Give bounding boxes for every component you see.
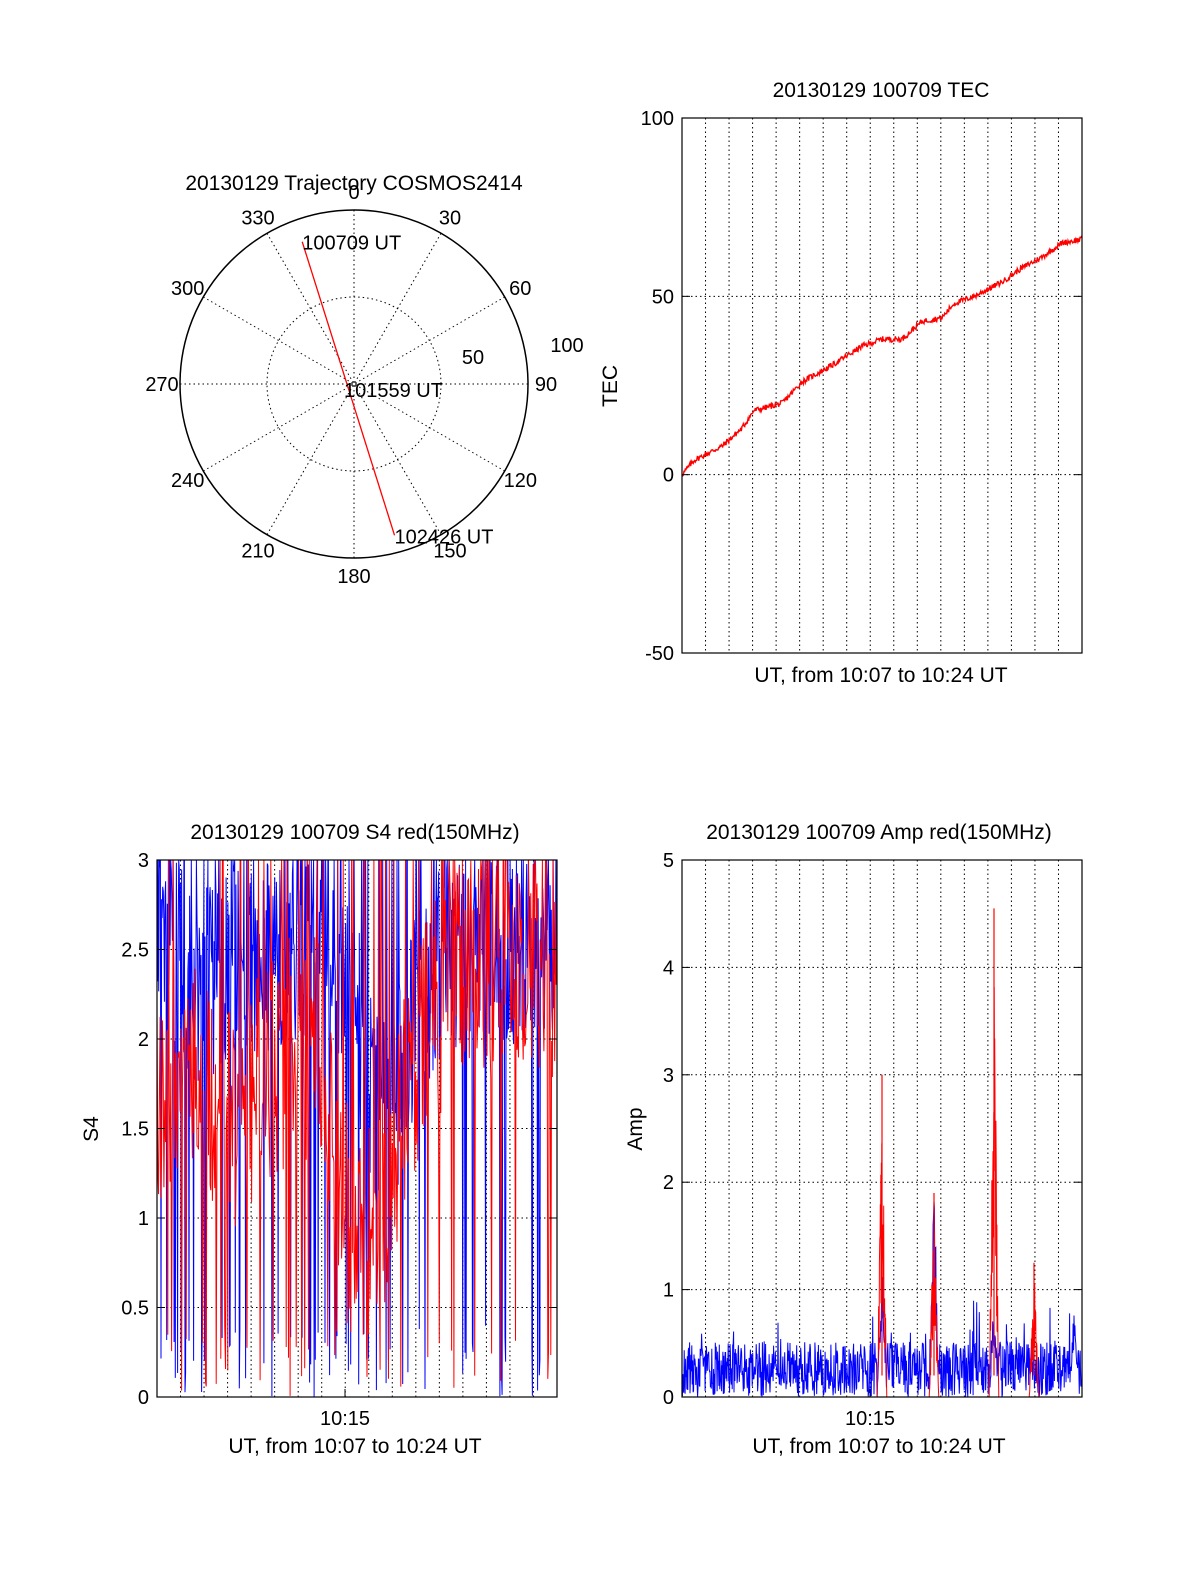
polar-angle-label: 90	[535, 374, 557, 396]
trajectory-time-label: 102426 UT	[395, 526, 494, 548]
tec-series	[681, 235, 1083, 477]
polar-angle-label: 210	[241, 540, 274, 562]
tec-ytick-label: 0	[663, 465, 674, 487]
s4-series	[156, 859, 558, 1397]
tec-xlabel: UT, from 10:07 to 10:24 UT	[754, 664, 1007, 687]
amp-ytick-label: 4	[663, 957, 674, 979]
tec-ylabel: TEC	[599, 365, 622, 407]
tec-ytick-label: -50	[645, 643, 674, 665]
s4-red-series	[156, 859, 558, 1396]
s4-xtick-label: 10:15	[320, 1408, 370, 1430]
amp-ytick-label: 3	[663, 1065, 674, 1087]
s4-y-ticks: 3 2.5 2 1.5 1 0.5 0	[121, 850, 557, 1409]
polar-angle-label: 0	[348, 182, 359, 204]
polar-trajectory-panel: 20130129 Trajectory COSMOS2414 0 30 60 90 12…	[145, 172, 583, 588]
polar-angle-label: 270	[145, 374, 178, 396]
polar-angle-label: 330	[241, 208, 274, 230]
trajectory-time-label: 100709 UT	[302, 233, 401, 255]
polar-radial-label: 50	[462, 347, 484, 369]
amp-ytick-label: 2	[663, 1172, 674, 1194]
polar-angle-label: 150	[433, 540, 466, 562]
s4-panel: 20130129 100709 S4 red(150MHz) 3 2.5 2 1.5 1…	[80, 821, 558, 1458]
polar-trajectory: 100709 UT 101559 UT 102426 UT	[301, 233, 494, 548]
polar-angle-label: 30	[439, 208, 461, 230]
tec-plot-frame	[681, 117, 1083, 654]
trajectory-line	[301, 241, 396, 536]
trajectory-time-label: 101559 UT	[344, 380, 443, 402]
s4-ytick-label: 2.5	[121, 940, 149, 962]
s4-ylabel: S4	[80, 1116, 103, 1142]
s4-ytick-label: 0.5	[121, 1298, 149, 1320]
amp-ylabel: Amp	[624, 1107, 647, 1150]
polar-grid	[179, 209, 529, 559]
s4-ytick-label: 2	[138, 1029, 149, 1051]
polar-angle-labels: 0 30 60 90 120 150 180 210 240 270 300 330	[145, 182, 557, 588]
amp-ytick-label: 0	[663, 1387, 674, 1409]
amp-title: 20130129 100709 Amp red(150MHz)	[706, 821, 1052, 844]
polar-radial-label: 100	[550, 335, 583, 357]
s4-title: 20130129 100709 S4 red(150MHz)	[190, 821, 519, 844]
polar-radial-labels: 50 100	[462, 335, 584, 369]
tec-title: 20130129 100709 TEC	[773, 79, 990, 102]
s4-ytick-label: 0	[138, 1387, 149, 1409]
tec-series-line	[681, 235, 1083, 477]
polar-angle-label: 300	[171, 278, 204, 300]
polar-angle-label: 60	[509, 278, 531, 300]
amp-ytick-label: 5	[663, 850, 674, 872]
tec-panel: 20130129 100709 TEC 100 50 0 -50 UT, from 1…	[599, 79, 1083, 687]
polar-title: 20130129 Trajectory COSMOS2414	[185, 172, 523, 195]
amp-series	[681, 908, 1083, 1398]
polar-angle-label: 120	[504, 470, 537, 492]
amp-plot-frame	[681, 859, 1083, 1398]
amp-y-ticks: 5 4 3 2 1 0	[663, 850, 1082, 1409]
s4-ytick-label: 1	[138, 1208, 149, 1230]
s4-xlabel: UT, from 10:07 to 10:24 UT	[228, 1435, 481, 1458]
s4-ytick-label: 3	[138, 850, 149, 872]
amp-xtick-label: 10:15	[845, 1408, 895, 1430]
tec-ytick-label: 100	[641, 108, 674, 130]
polar-angle-label: 180	[337, 566, 370, 588]
amp-grid	[682, 860, 1082, 1397]
amp-panel: 20130129 100709 Amp red(150MHz) 5 4 3 2 1 0 1…	[624, 821, 1083, 1458]
amp-xlabel: UT, from 10:07 to 10:24 UT	[752, 1435, 1005, 1458]
polar-angle-label: 240	[171, 470, 204, 492]
tec-grid	[682, 118, 1082, 653]
amp-ytick-label: 1	[663, 1280, 674, 1302]
s4-ytick-label: 1.5	[121, 1119, 149, 1141]
tec-y-ticks: 100 50 0 -50	[641, 108, 1082, 665]
tec-ytick-label: 50	[652, 286, 674, 308]
